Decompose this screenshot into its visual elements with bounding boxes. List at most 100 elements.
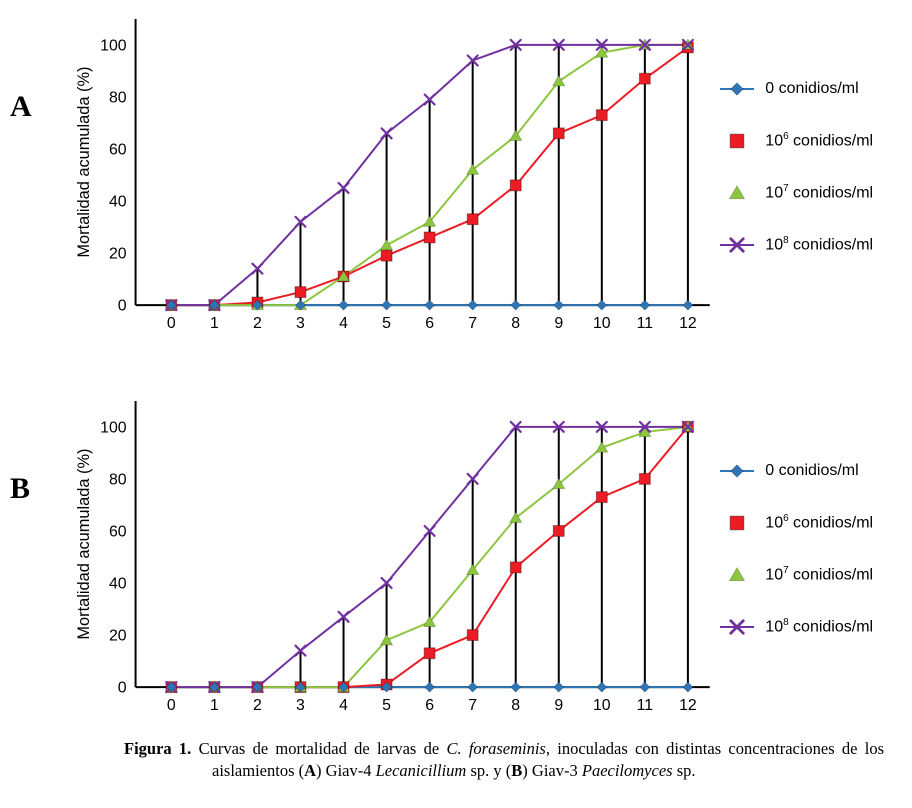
- legend-label: 0 conidios/ml: [765, 462, 859, 479]
- diamond-marker: [208, 681, 220, 693]
- x-marker: [595, 420, 608, 433]
- figure-caption: Figura 1. Curvas de mortalidad de larvas…: [124, 738, 884, 782]
- y-tick-label: 40: [109, 575, 127, 592]
- square-marker: [595, 491, 608, 504]
- diamond-marker: [730, 82, 745, 96]
- diamond-marker: [730, 464, 745, 478]
- x-marker: [638, 420, 651, 433]
- y-tick-label: 100: [100, 419, 127, 436]
- diamond-marker: [466, 299, 478, 311]
- x-tick-label: 9: [554, 315, 563, 332]
- square-marker: [423, 647, 436, 660]
- square-marker: [729, 515, 745, 531]
- y-tick-label: 0: [117, 298, 126, 315]
- legend-b: 0 conidios/ml 106 conidios/ml 107 conidios…: [717, 384, 912, 714]
- triangle-marker: [379, 633, 393, 646]
- legend-marker: [720, 82, 755, 96]
- diamond-marker: [294, 681, 306, 693]
- caption-segment: Figura 1.: [124, 739, 199, 758]
- y-axis-label: Mortalidad acumulada (%): [74, 66, 92, 257]
- x-marker: [294, 644, 307, 657]
- x-marker: [380, 576, 393, 590]
- x-marker: [595, 38, 608, 51]
- diamond-marker: [423, 299, 435, 311]
- x-marker: [681, 38, 694, 51]
- x-tick-label: 9: [554, 697, 563, 714]
- x-marker: [337, 181, 350, 195]
- x-tick-label: 11: [636, 697, 653, 714]
- x-tick-label: 1: [210, 315, 219, 332]
- x-tick-label: 8: [511, 315, 520, 332]
- x-tick-label: 10: [593, 697, 611, 714]
- x-marker: [466, 54, 479, 67]
- diamond-marker: [681, 299, 694, 311]
- x-tick-label: 7: [468, 697, 477, 714]
- y-tick-label: 80: [109, 89, 127, 106]
- x-tick-label: 8: [511, 697, 520, 714]
- panel-a: A 0 20 40 60 80 100 0 1 2 3 4 5 6 7 8 9 10 11 12 Mortalidad…: [0, 2, 912, 340]
- x-tick-label: 12: [679, 315, 697, 332]
- diamond-marker: [380, 299, 392, 311]
- y-tick-label: 100: [100, 37, 127, 54]
- caption-segment: C. foraseminis: [446, 739, 546, 758]
- caption-segment: Lecanicillium: [375, 760, 467, 780]
- square-marker: [380, 249, 393, 262]
- x-tick-label: 6: [425, 315, 434, 332]
- triangle-marker: [422, 215, 436, 227]
- legend-label: 0 conidios/ml: [765, 80, 859, 97]
- x-tick-label: 10: [593, 315, 611, 332]
- y-tick-label: 20: [109, 246, 127, 263]
- x-tick-label: 0: [167, 697, 176, 714]
- x-marker: [552, 420, 565, 433]
- square-marker: [466, 629, 479, 642]
- x-marker: [466, 472, 479, 485]
- y-tick-label: 40: [109, 193, 127, 210]
- square-marker: [552, 127, 565, 140]
- diamond-marker: [337, 299, 349, 311]
- square-marker: [552, 524, 565, 537]
- x-marker: [423, 524, 436, 538]
- y-axis-label: Mortalidad acumulada (%): [74, 448, 92, 639]
- diamond-marker: [251, 299, 263, 311]
- x-tick-label: 0: [167, 315, 176, 332]
- x-tick-label: 1: [210, 697, 219, 714]
- legend-marker: [729, 515, 745, 531]
- x-tick-label: 3: [296, 315, 305, 332]
- diamond-marker: [552, 681, 564, 693]
- legend-item: 106 conidios/ml: [717, 128, 912, 154]
- legend-item: 106 conidios/ml: [717, 510, 912, 536]
- x-marker: [337, 610, 350, 623]
- triangle-marker: [729, 184, 746, 200]
- square-marker: [729, 133, 745, 149]
- legend-item: 108 conidios/ml: [717, 614, 912, 640]
- x-tick-label: 2: [253, 697, 262, 714]
- legend-marker: [720, 464, 755, 478]
- x-tick-label: 4: [339, 697, 348, 714]
- diamond-marker: [552, 299, 564, 311]
- diamond-marker: [509, 681, 521, 693]
- triangle-marker: [551, 74, 566, 87]
- caption-segment: Curvas de mortalidad de larvas de: [198, 739, 447, 758]
- legend-item: 0 conidios/ml: [717, 458, 912, 484]
- x-tick-label: 5: [382, 315, 391, 332]
- x-marker: [423, 93, 436, 106]
- panel-b: B 0 20 40 60 80 100 0 1 2 3 4 5 6 7 8 9 10 11 12 Mortalidad…: [0, 384, 912, 722]
- legend-a: 0 conidios/ml 106 conidios/ml 107 conidios…: [717, 2, 912, 332]
- triangle-marker: [729, 566, 746, 582]
- x-marker: [638, 38, 651, 51]
- panel-b-label: B: [10, 472, 31, 505]
- triangle-marker: [465, 563, 479, 575]
- x-marker: [729, 619, 745, 635]
- diamond-marker: [165, 299, 177, 311]
- triangle-marker: [465, 163, 479, 175]
- triangle-marker: [422, 615, 436, 628]
- caption-segment: ) Giav-4: [316, 760, 376, 780]
- diamond-marker: [380, 681, 392, 693]
- caption-segment: A: [304, 760, 317, 780]
- legend-item: 108 conidios/ml: [717, 232, 912, 258]
- square-marker: [466, 213, 479, 226]
- legend-marker: [720, 237, 755, 253]
- triangle-marker: [508, 511, 522, 523]
